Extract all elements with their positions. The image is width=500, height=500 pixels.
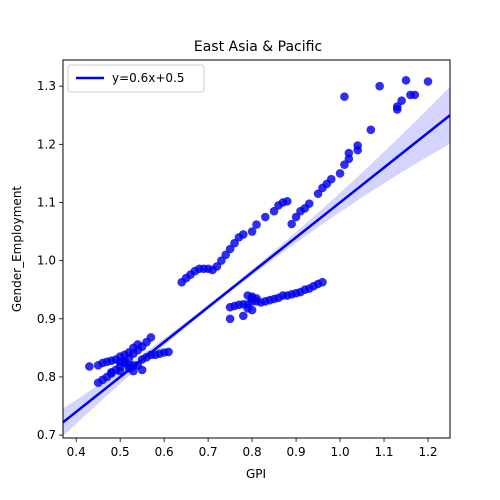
data-point <box>212 262 222 271</box>
y-tick-label: 1.2 <box>37 137 56 151</box>
data-point <box>164 347 173 357</box>
data-point <box>85 362 94 371</box>
y-tick-label: 1.0 <box>37 254 56 268</box>
data-point <box>269 206 279 216</box>
data-point <box>107 367 116 377</box>
data-point <box>247 227 257 236</box>
data-point <box>239 311 248 321</box>
y-tick-label: 1.3 <box>37 79 56 93</box>
x-tick-label: 0.4 <box>67 445 86 459</box>
data-point <box>340 92 349 101</box>
data-point <box>375 81 384 91</box>
data-point <box>344 148 354 158</box>
chart-title: East Asia & Pacific <box>194 39 322 55</box>
data-point <box>239 230 248 239</box>
y-tick-label: 0.7 <box>37 428 56 442</box>
plot-frame <box>62 59 451 439</box>
x-tick-label: 1.0 <box>331 445 350 459</box>
data-point <box>115 366 125 376</box>
data-point <box>392 102 402 111</box>
data-point <box>252 220 261 229</box>
data-point <box>291 212 301 222</box>
x-tick-label: 0.7 <box>199 445 218 459</box>
data-point <box>366 125 376 135</box>
x-tick-label: 1.1 <box>374 445 393 459</box>
data-point <box>287 219 296 229</box>
plot-content <box>63 76 450 437</box>
data-point <box>261 212 270 222</box>
legend-box <box>67 64 205 93</box>
data-point <box>353 141 362 150</box>
y-axis-label: Gender_Employment <box>10 186 24 313</box>
x-tick-label: 0.6 <box>155 445 174 459</box>
legend: y=0.6x+0.5 <box>67 64 205 93</box>
data-point <box>340 160 349 169</box>
regression-line <box>63 114 450 424</box>
data-point <box>146 333 156 342</box>
x-tick-label: 0.5 <box>111 445 130 459</box>
data-point <box>225 314 235 324</box>
x-tick-label: 0.8 <box>243 445 262 459</box>
data-point <box>326 174 336 184</box>
legend-label: y=0.6x+0.5 <box>112 71 184 85</box>
data-point <box>225 244 235 254</box>
y-tick-label: 1.1 <box>37 195 56 209</box>
data-point <box>282 197 292 206</box>
data-point <box>304 199 314 208</box>
x-tick-label: 1.2 <box>418 445 437 459</box>
y-tick-label: 0.9 <box>37 312 56 326</box>
data-point <box>410 90 420 100</box>
y-tick-label: 0.8 <box>37 370 56 384</box>
data-point <box>133 340 143 349</box>
data-point <box>401 76 411 85</box>
x-tick-label: 0.9 <box>287 445 306 459</box>
data-point <box>335 169 345 178</box>
confidence-band <box>63 86 450 437</box>
data-point <box>423 77 433 86</box>
data-point <box>137 365 147 375</box>
y-axis: 0.7 0.8 0.9 1.0 1.1 1.2 1.3 <box>37 79 63 442</box>
data-point <box>318 277 327 287</box>
x-axis-label: GPI <box>246 467 266 481</box>
x-axis: 0.4 0.5 0.6 0.7 0.8 0.9 1.0 1.1 1.2 <box>67 438 438 459</box>
data-point <box>252 297 261 306</box>
data-point <box>247 305 257 315</box>
